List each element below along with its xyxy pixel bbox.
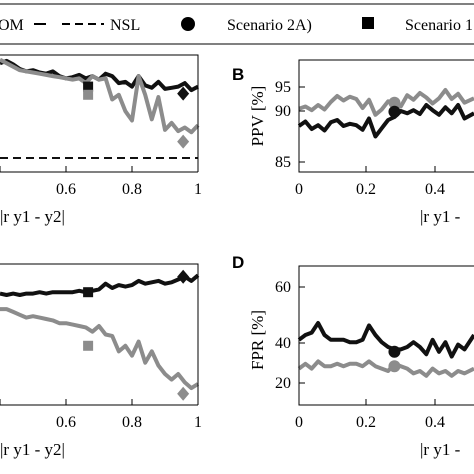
panel-d-y-axis-label: FPR [%] (248, 310, 267, 370)
panel-a-axes-frame (0, 54, 199, 172)
panel-b-x-tick-label: 0.2 (356, 181, 376, 198)
panel-b-plot (297, 88, 474, 139)
panel-c-x-tick-label: 0.8 (122, 414, 142, 431)
panel-c: 0.6 0.8 1 |r y1 - y2| (0, 263, 202, 459)
legend-label-om: OM (0, 17, 24, 34)
panel-b-circle-marker-2 (388, 105, 401, 118)
panel-c-plot (0, 269, 200, 401)
panel-d: D 20 40 60 0 0.2 0.4 FPR [%] |r y1 - (232, 253, 474, 459)
panel-a-x-axis-label: |r y1 - y2| (0, 207, 65, 226)
panel-d-x-tick-label: 0.2 (356, 414, 376, 431)
panel-b-y-tick-label: 90 (275, 103, 291, 120)
legend: OM NSL Scenario 2A) Scenario 1 (0, 3, 474, 45)
panel-a-x-tick-label: 1 (194, 181, 202, 198)
panel-b-series-line-1 (297, 103, 474, 139)
panel-c-square-marker-1 (83, 287, 94, 298)
panel-d-series-line-1 (297, 321, 474, 359)
panel-a-series-line-1 (0, 58, 199, 93)
legend-marker-circle (181, 17, 195, 31)
panel-c-series-line-2 (0, 307, 200, 391)
panel-c-diamond-marker-3 (177, 269, 190, 284)
panel-d-circle-marker-2 (388, 360, 401, 373)
panel-c-x-tick-label: 1 (194, 414, 202, 431)
panel-c-diamond-marker-4 (177, 386, 190, 401)
panel-d-circle-marker-1 (388, 345, 401, 358)
legend-label-scenario-2a: Scenario 2A) (227, 17, 312, 34)
panel-d-y-tick-label: 20 (275, 375, 291, 392)
panel-d-x-tick-label: 0 (295, 414, 303, 431)
panel-b-series-line-2 (298, 88, 474, 117)
legend-label-nsl: NSL (110, 17, 140, 34)
panel-b-letter: B (232, 65, 244, 84)
panel-a-square-marker-2 (83, 89, 94, 100)
panel-a-diamond-marker-3 (177, 86, 190, 101)
panel-c-series-line-1 (0, 273, 200, 297)
panel-a-diamond-marker-4 (177, 134, 190, 149)
panel-a-x-tick-label: 0.8 (122, 181, 142, 198)
panel-d-y-tick-label: 40 (275, 335, 291, 352)
panel-a-plot (0, 57, 200, 159)
panel-c-square-marker-2 (83, 340, 94, 351)
panel-b-x-axis-label: |r y1 - (420, 207, 461, 226)
panel-d-letter: D (232, 253, 244, 272)
panel-d-x-axis-label: |r y1 - (420, 440, 461, 459)
panel-d-axes-frame (298, 265, 474, 406)
panel-d-x-tick-label: 0.4 (425, 414, 445, 431)
panel-a: 0.6 0.8 1 |r y1 - y2| (0, 54, 202, 226)
panel-c-x-tick-label: 0.6 (56, 414, 76, 431)
legend-marker-square (362, 17, 374, 29)
panel-a-square-marker-1 (83, 81, 94, 92)
panel-b: B 85 90 95 0 0.2 0.4 PPV [%] |r y1 - (232, 59, 474, 226)
panel-d-y-tick-label: 60 (275, 279, 291, 296)
panel-b-axes-frame (298, 59, 474, 173)
panel-b-y-tick-label: 85 (275, 154, 291, 171)
panel-c-x-axis-label: |r y1 - y2| (0, 440, 65, 459)
panel-d-plot (297, 321, 474, 378)
panel-d-series-line-2 (297, 359, 474, 378)
panel-b-x-tick-label: 0.4 (425, 181, 445, 198)
panel-b-y-tick-label: 95 (275, 79, 291, 96)
panel-c-axes-frame (0, 263, 199, 405)
panel-b-x-tick-label: 0 (295, 181, 303, 198)
panel-a-series-line-2 (0, 57, 200, 135)
panel-b-circle-marker-1 (388, 96, 401, 109)
panel-b-y-axis-label: PPV [%] (248, 86, 267, 147)
legend-label-scenario-1: Scenario 1 (405, 17, 473, 34)
panel-a-x-tick-label: 0.6 (56, 181, 76, 198)
